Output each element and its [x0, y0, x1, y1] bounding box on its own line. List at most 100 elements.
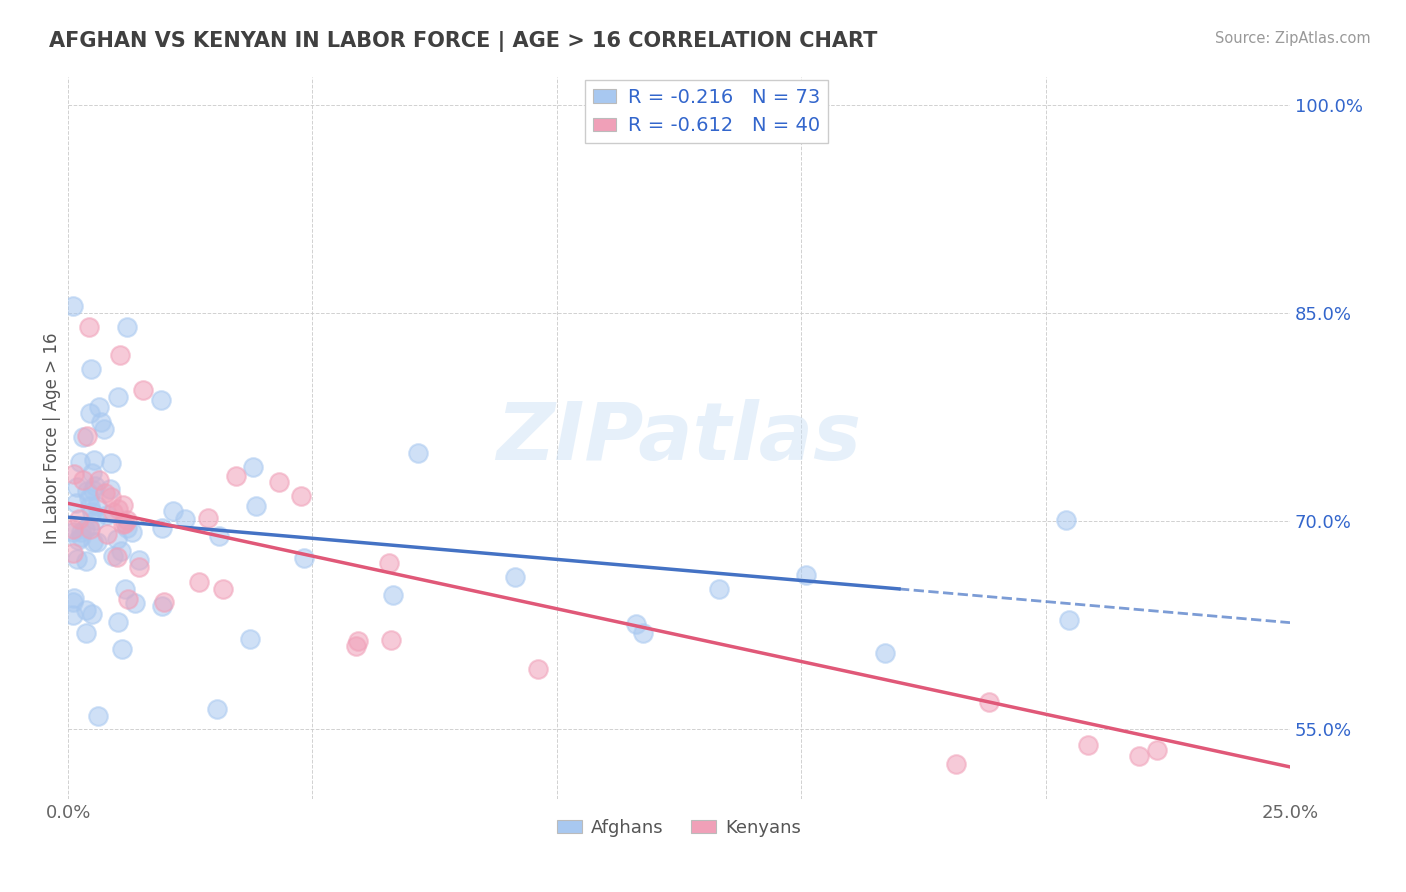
Point — [107, 501, 129, 516]
Point — [378, 556, 401, 570]
Point — [527, 662, 550, 676]
Point — [98, 483, 121, 497]
Point — [162, 504, 184, 518]
Point — [66, 480, 89, 494]
Point — [82, 483, 104, 497]
Point — [79, 499, 101, 513]
Point — [707, 582, 730, 596]
Point — [1077, 738, 1099, 752]
Point — [90, 415, 112, 429]
Point — [406, 446, 429, 460]
Point — [77, 519, 100, 533]
Point — [84, 513, 107, 527]
Point — [945, 757, 967, 772]
Point — [72, 473, 94, 487]
Point — [80, 505, 103, 519]
Point — [76, 429, 98, 443]
Point — [624, 617, 647, 632]
Point — [62, 591, 84, 606]
Point — [62, 607, 84, 622]
Point — [62, 523, 84, 537]
Point — [62, 546, 84, 560]
Point — [380, 632, 402, 647]
Point — [108, 348, 131, 362]
Point — [1054, 513, 1077, 527]
Point — [77, 320, 100, 334]
Point — [66, 552, 89, 566]
Point — [211, 582, 233, 596]
Point — [381, 588, 404, 602]
Point — [153, 595, 176, 609]
Point — [79, 522, 101, 536]
Point — [117, 521, 139, 535]
Point — [121, 525, 143, 540]
Point — [110, 544, 132, 558]
Point — [115, 513, 138, 527]
Point — [75, 626, 97, 640]
Point — [1146, 743, 1168, 757]
Point — [67, 512, 90, 526]
Point — [86, 535, 108, 549]
Point — [111, 641, 134, 656]
Point — [124, 596, 146, 610]
Point — [112, 498, 135, 512]
Point — [89, 473, 111, 487]
Point — [631, 626, 654, 640]
Point — [150, 599, 173, 613]
Point — [117, 591, 139, 606]
Point — [80, 466, 103, 480]
Point — [69, 455, 91, 469]
Point — [239, 632, 262, 646]
Point — [111, 516, 134, 531]
Text: ZIPatlas: ZIPatlas — [496, 399, 862, 477]
Point — [82, 607, 104, 621]
Point — [150, 521, 173, 535]
Point — [267, 475, 290, 490]
Point — [875, 646, 897, 660]
Point — [245, 499, 267, 513]
Point — [346, 634, 368, 648]
Point — [76, 483, 98, 498]
Point — [96, 527, 118, 541]
Point — [79, 361, 101, 376]
Point — [65, 496, 87, 510]
Point — [114, 516, 136, 530]
Point — [174, 512, 197, 526]
Point — [207, 701, 229, 715]
Point — [344, 639, 367, 653]
Text: AFGHAN VS KENYAN IN LABOR FORCE | AGE > 16 CORRELATION CHART: AFGHAN VS KENYAN IN LABOR FORCE | AGE > … — [49, 31, 877, 53]
Point — [89, 401, 111, 415]
Point — [101, 505, 124, 519]
Point — [75, 522, 97, 536]
Y-axis label: In Labor Force | Age > 16: In Labor Force | Age > 16 — [44, 333, 60, 544]
Point — [794, 567, 817, 582]
Point — [86, 499, 108, 513]
Point — [100, 490, 122, 504]
Point — [107, 390, 129, 404]
Point — [105, 550, 128, 565]
Point — [1059, 613, 1081, 627]
Point — [128, 560, 150, 574]
Point — [132, 383, 155, 397]
Point — [290, 489, 312, 503]
Point — [77, 491, 100, 505]
Point — [117, 320, 139, 334]
Point — [87, 708, 110, 723]
Point — [62, 595, 84, 609]
Point — [96, 508, 118, 522]
Point — [75, 603, 97, 617]
Point — [62, 525, 84, 540]
Point — [1128, 749, 1150, 764]
Point — [93, 422, 115, 436]
Point — [105, 532, 128, 546]
Point — [114, 582, 136, 596]
Point — [208, 528, 231, 542]
Text: Source: ZipAtlas.com: Source: ZipAtlas.com — [1215, 31, 1371, 46]
Point — [70, 524, 93, 539]
Point — [79, 406, 101, 420]
Point — [128, 553, 150, 567]
Point — [188, 575, 211, 590]
Point — [82, 535, 104, 549]
Point — [225, 469, 247, 483]
Point — [242, 460, 264, 475]
